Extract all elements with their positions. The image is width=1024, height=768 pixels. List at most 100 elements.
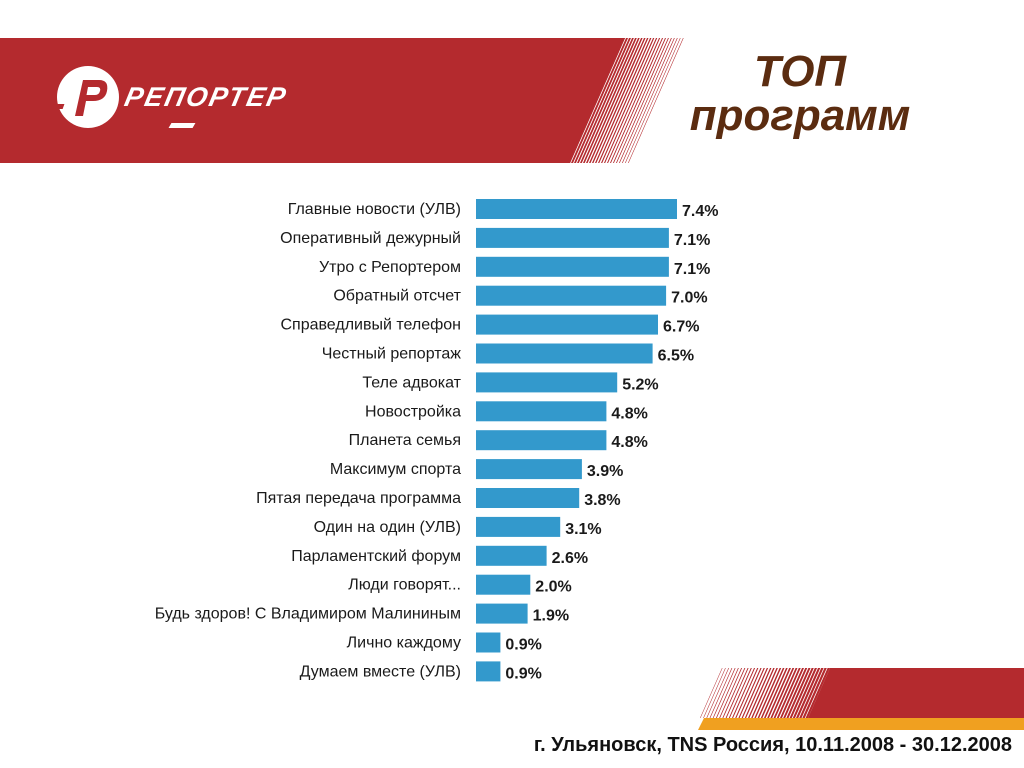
banner-stripe: [610, 38, 666, 163]
corner-stripe: [735, 668, 759, 718]
banner-stripe: [586, 38, 643, 163]
corner-stripe: [783, 668, 808, 718]
value-label: 0.9%: [505, 637, 541, 654]
corner-stripe: [776, 668, 801, 718]
category-label: Утро с Репортером: [319, 259, 461, 276]
category-label: Новостройка: [365, 403, 461, 420]
value-label: 3.1%: [565, 521, 601, 538]
corner-stripe: [712, 668, 736, 718]
banner-stripe: [595, 38, 652, 163]
category-label: Парламентский форум: [291, 548, 461, 565]
category-label: Теле адвокат: [362, 374, 461, 391]
bar: [476, 632, 501, 653]
corner-stripe: [770, 668, 795, 718]
banner-stripe: [601, 38, 658, 163]
bar: [476, 430, 607, 451]
corner-stripe: [732, 668, 756, 718]
title-line-2: программ: [689, 91, 911, 140]
corner-stripe: [700, 668, 723, 718]
banner-stripe: [577, 38, 634, 163]
value-label: 2.0%: [535, 579, 571, 596]
category-label: Один на один (УЛВ): [314, 519, 461, 536]
value-label: 6.5%: [658, 348, 694, 365]
corner-stripe: [802, 668, 827, 718]
bar: [476, 401, 607, 422]
corner-stripe: [799, 668, 824, 718]
bar: [476, 516, 561, 537]
category-label: Пятая передача программа: [256, 490, 461, 507]
category-label: Оперативный дежурный: [280, 230, 461, 247]
banner-stripe: [583, 38, 640, 163]
corner-stripe: [728, 668, 752, 718]
bar: [476, 256, 669, 277]
corner-stripe: [725, 668, 749, 718]
corner-stripe: [744, 668, 769, 718]
bar: [476, 574, 531, 595]
bar: [476, 285, 667, 306]
corner-stripe: [796, 668, 821, 718]
bar: [476, 227, 669, 248]
banner-stripe: [619, 38, 675, 163]
page-title: ТОП программ: [640, 50, 960, 138]
corner-stripe-group: [700, 668, 1024, 718]
category-label: Справедливый телефон: [280, 317, 461, 334]
value-label: 3.8%: [584, 492, 620, 509]
corner-stripe: [706, 668, 730, 718]
banner-stripe: [574, 38, 631, 163]
corner-stripe: [722, 668, 746, 718]
corner-stripe: [780, 668, 804, 718]
banner-red-band: [0, 38, 625, 163]
bar: [476, 603, 528, 624]
corner-red-block: [808, 668, 1024, 718]
value-label: 6.7%: [663, 319, 699, 336]
category-label: Главные новости (УЛВ): [288, 201, 461, 218]
corner-stripe: [741, 668, 765, 718]
banner-stripe: [613, 38, 669, 163]
value-label: 7.1%: [674, 261, 710, 278]
corner-stripes: [698, 668, 1024, 730]
bar: [476, 661, 501, 682]
category-label: Максимум спорта: [330, 461, 461, 478]
value-label: 7.1%: [674, 232, 710, 249]
bar: [476, 199, 677, 219]
value-label: 7.4%: [682, 203, 718, 220]
banner-stripe: [598, 38, 655, 163]
corner-orange-band: [698, 718, 1024, 730]
category-label: Будь здоров! С Владимиром Малининым: [155, 606, 461, 623]
corner-stripe: [716, 668, 739, 718]
footer-source: г. Ульяновск, TNS Россия, 10.11.2008 - 3…: [533, 734, 1012, 756]
category-label: Обратный отсчет: [333, 288, 461, 305]
banner-stripe: [622, 38, 678, 163]
corner-stripe: [709, 668, 733, 718]
banner-stripe: [592, 38, 649, 163]
bar: [476, 545, 547, 566]
value-label: 4.8%: [611, 434, 647, 451]
category-label: Лично каждому: [347, 635, 461, 652]
logo-underline: [168, 123, 196, 128]
banner-stripe: [571, 38, 629, 163]
banner-stripe: [565, 38, 623, 163]
corner-stripe: [748, 668, 772, 718]
banner-stripe: [628, 38, 684, 163]
corner-stripe: [773, 668, 798, 718]
value-label: 2.6%: [552, 550, 588, 567]
corner-stripe: [789, 668, 814, 718]
value-label: 0.9%: [505, 665, 541, 682]
corner-stripe: [760, 668, 785, 718]
corner-stripe: [764, 668, 788, 718]
corner-stripe: [754, 668, 778, 718]
banner-stripe: [580, 38, 637, 163]
value-label: 5.2%: [622, 376, 658, 393]
category-label: Планета семья: [349, 432, 461, 449]
banner-stripe: [607, 38, 664, 163]
category-label: Думаем вместе (УЛВ): [300, 663, 461, 680]
corner-stripe: [719, 668, 743, 718]
corner-stripe: [703, 668, 726, 718]
corner-stripe: [792, 668, 818, 718]
reporter-r-logo-icon: [55, 66, 119, 128]
value-label: 4.8%: [611, 405, 647, 422]
banner-stripe: [568, 38, 626, 163]
banner-stripe: [616, 38, 672, 163]
category-label: Честный репортаж: [322, 346, 462, 363]
banner-stripes: [565, 38, 684, 163]
